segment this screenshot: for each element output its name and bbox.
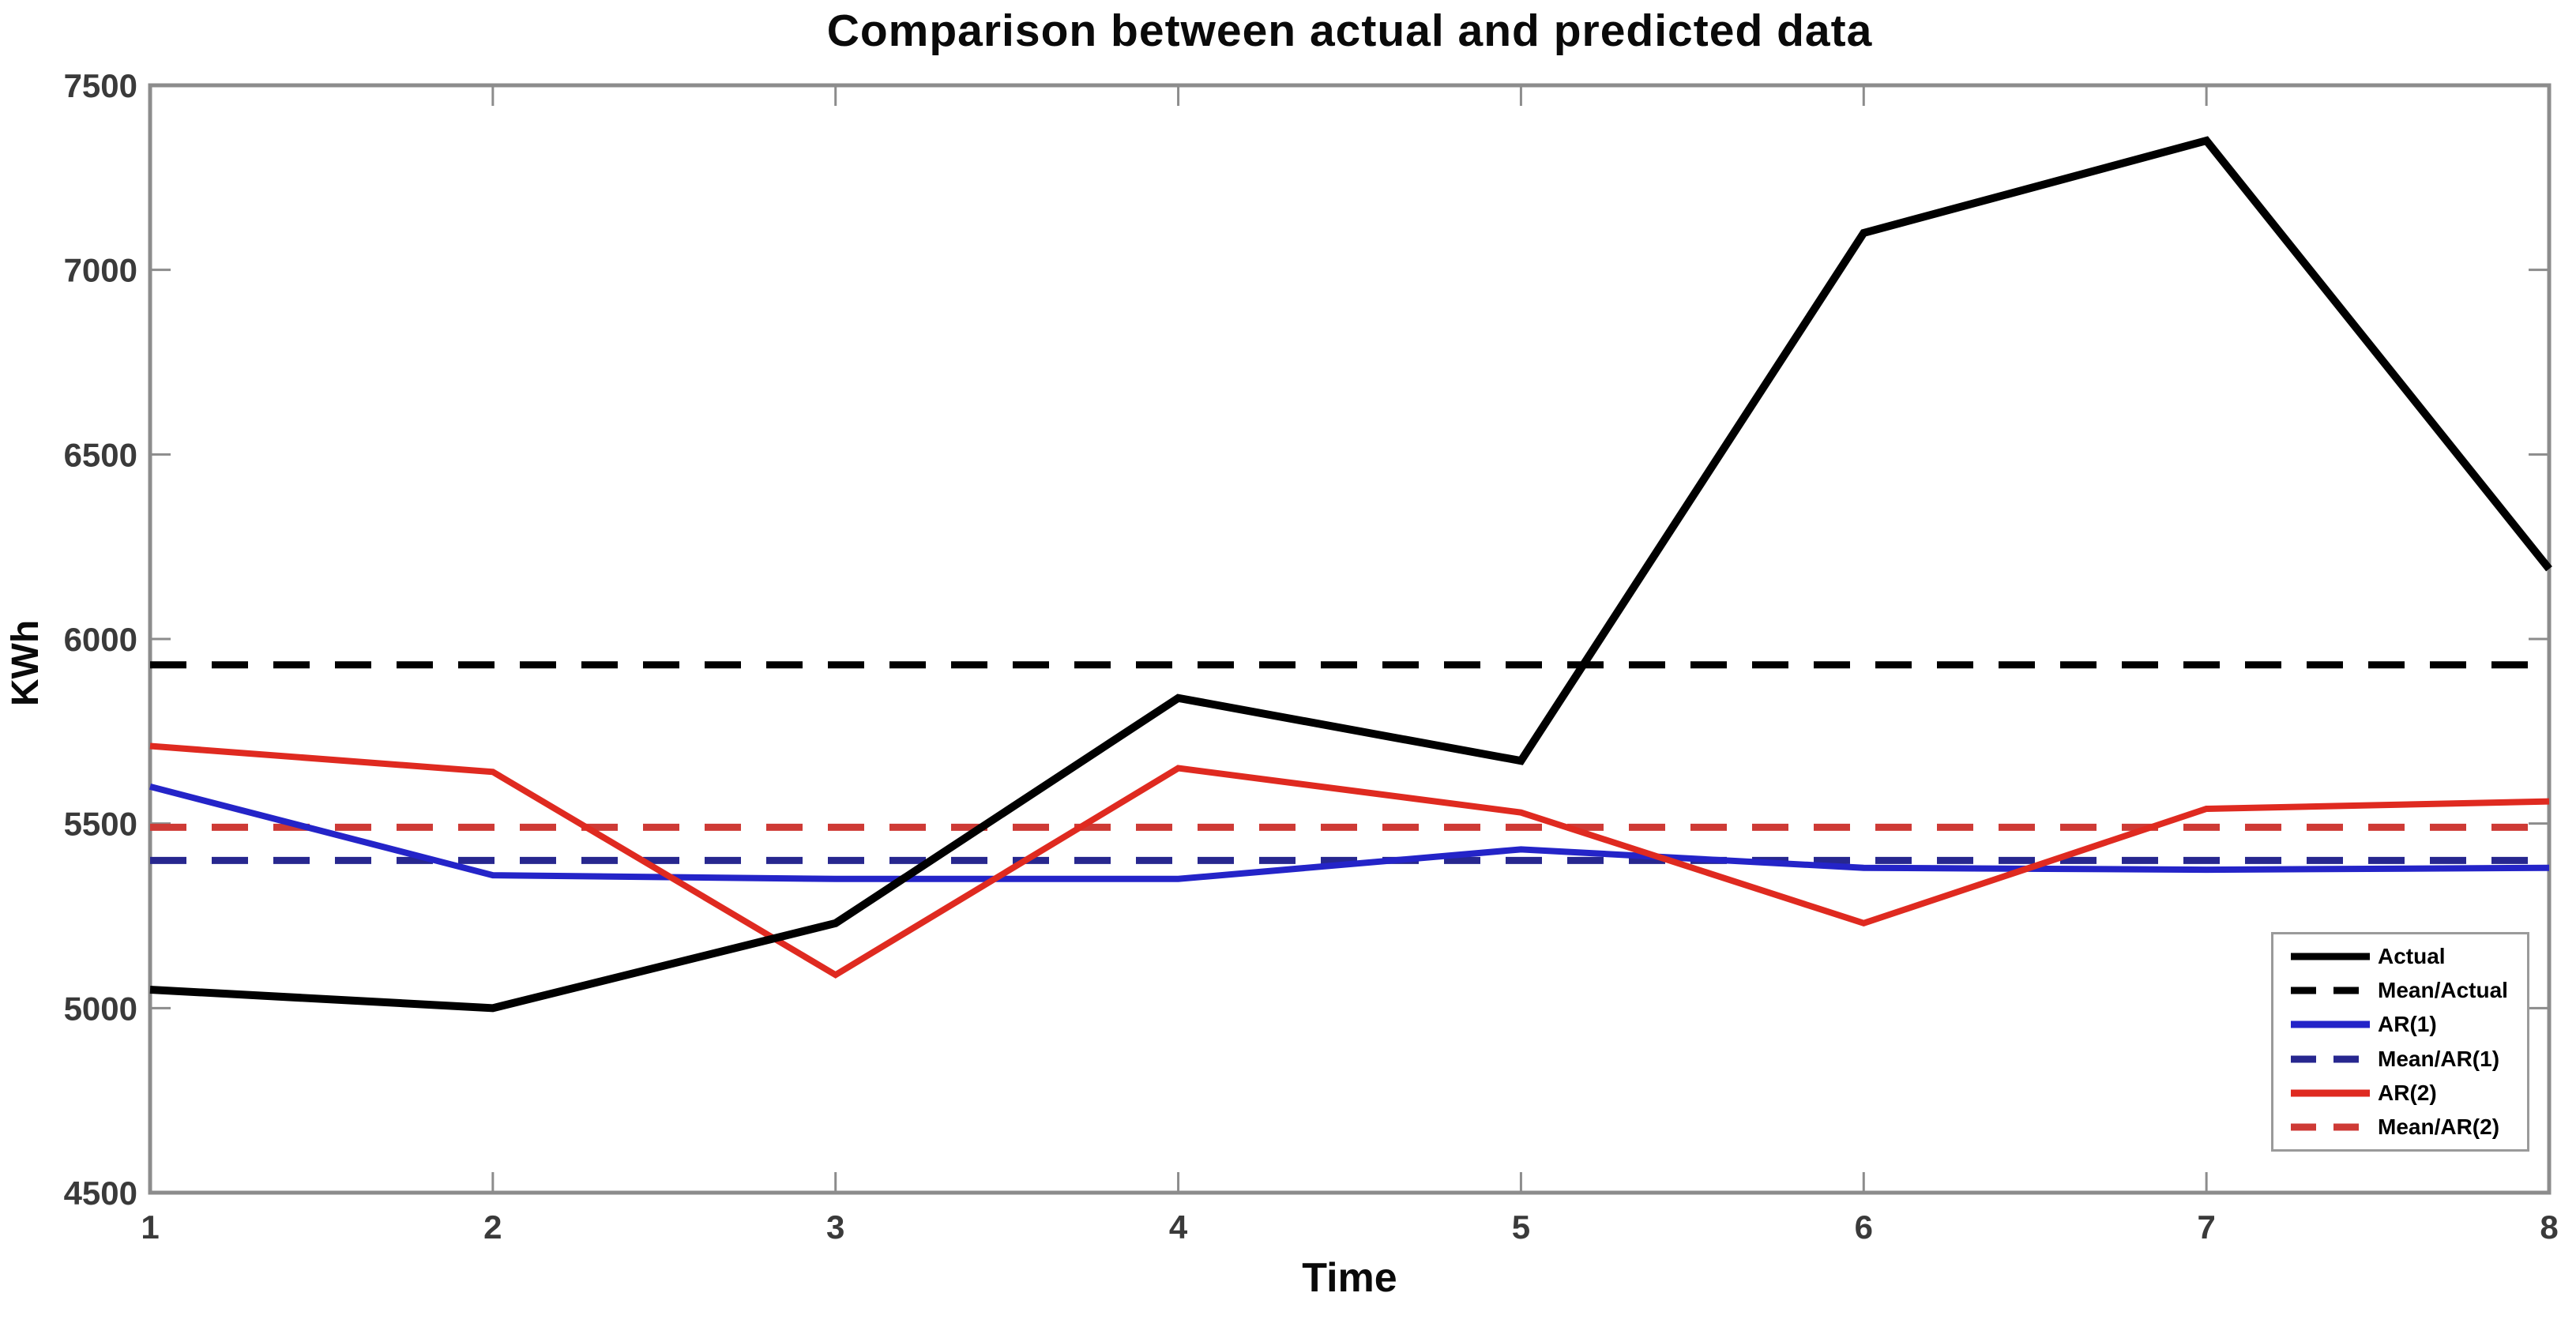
chart-title: Comparison between actual and predicted … [826, 6, 1873, 56]
legend-line-sample [2291, 1055, 2370, 1063]
legend-entry: Mean/AR(1) [2291, 1043, 2527, 1075]
legend-entry: Mean/AR(2) [2291, 1111, 2527, 1143]
y-tick-label: 6000 [64, 621, 137, 658]
legend-label: Mean/AR(1) [2378, 1046, 2500, 1071]
y-tick-label: 5500 [64, 806, 137, 843]
legend-line-sample [2291, 1123, 2370, 1131]
legend-line-sample [2291, 987, 2370, 994]
legend-box: Actual Mean/Actual AR(1) Mean/AR(1) AR(2) Mea… [2271, 932, 2529, 1152]
x-axis-label: Time [1302, 1255, 1397, 1301]
series-AR(2) [149, 742, 2550, 979]
x-tick-label: 1 [141, 1208, 159, 1246]
legend-label: AR(2) [2378, 1080, 2437, 1105]
legend-entry: Actual [2291, 941, 2527, 972]
legend-entry: Mean/Actual [2291, 975, 2527, 1006]
x-tick-label: 8 [2540, 1208, 2558, 1246]
legend-line-sample [2291, 1020, 2370, 1028]
y-tick-label: 4500 [64, 1175, 137, 1212]
x-tick-label: 6 [1855, 1208, 1873, 1246]
legend-line-sample [2291, 1089, 2370, 1097]
legend-entry: AR(1) [2291, 1009, 2527, 1040]
legend-label: Actual [2378, 943, 2446, 968]
x-tick-label: 2 [483, 1208, 502, 1246]
y-axis-label: KWh [5, 619, 47, 707]
legend-label: Mean/Actual [2378, 977, 2508, 1002]
y-tick-label: 7000 [64, 252, 137, 289]
series-Actual [149, 136, 2552, 1013]
legend-label: Mean/AR(2) [2378, 1114, 2500, 1140]
x-tick-label: 4 [1169, 1208, 1188, 1246]
x-tick-label: 7 [2197, 1208, 2215, 1246]
axis-box [148, 83, 2552, 1195]
legend-line-sample [2291, 953, 2370, 960]
y-tick-label: 7500 [64, 67, 137, 104]
y-tick-label: 5000 [64, 990, 137, 1027]
legend-label: AR(1) [2378, 1012, 2437, 1037]
legend-entry: AR(2) [2291, 1077, 2527, 1109]
x-tick-label: 5 [1512, 1208, 1530, 1246]
series-AR(1) [149, 784, 2550, 882]
x-tick-label: 3 [826, 1208, 844, 1246]
y-tick-label: 6500 [64, 436, 137, 473]
